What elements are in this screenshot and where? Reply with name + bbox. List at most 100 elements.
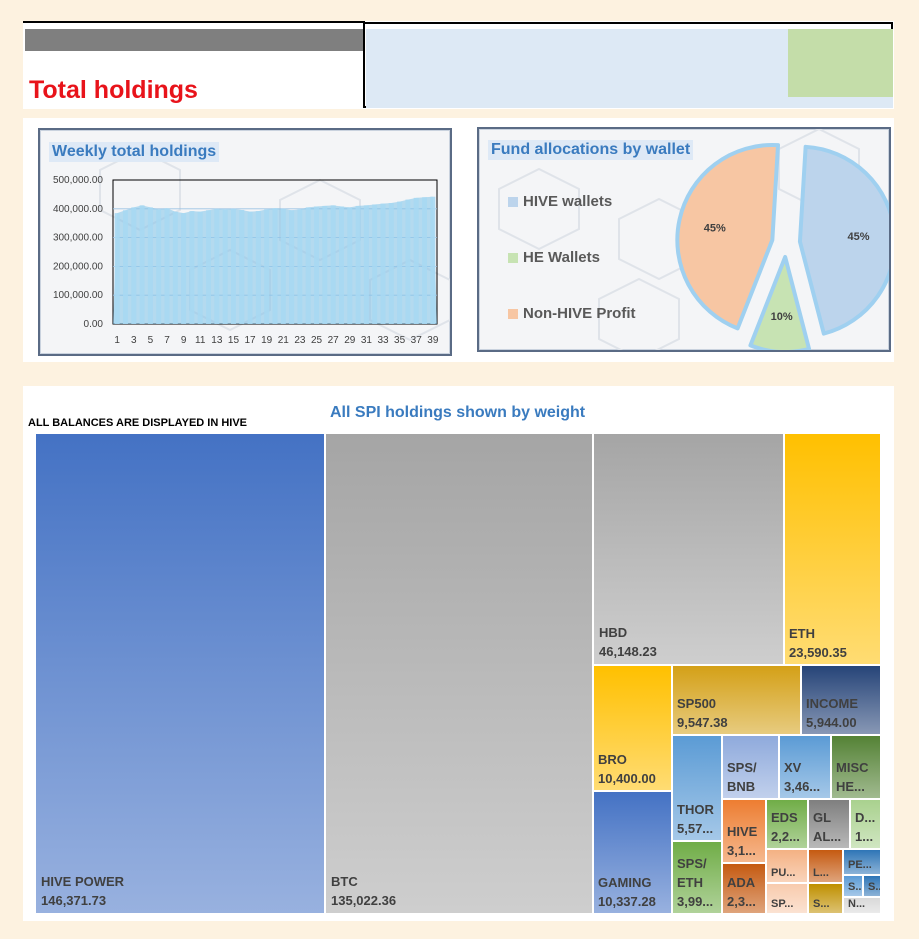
treemap-tile-label: ETH 23,590.35 — [789, 626, 847, 660]
treemap-tile-label: MISC HE... — [836, 760, 869, 794]
treemap-tile[interactable]: BTC 135,022.36 — [325, 433, 593, 914]
x-tick-label: 15 — [228, 335, 240, 346]
treemap-tile[interactable]: GAMING 10,337.28 — [593, 791, 672, 914]
treemap-tile-label: D... 1... — [855, 810, 876, 844]
bar — [206, 210, 212, 324]
bar — [372, 204, 378, 324]
legend-item-hive-wallets: HIVE wallets — [508, 193, 612, 210]
bar — [189, 211, 195, 324]
pie-data-label: 45% — [704, 222, 726, 234]
y-tick-label: 500,000.00 — [53, 175, 103, 186]
bar — [388, 203, 394, 324]
bar — [139, 205, 145, 324]
treemap-tile-label: PU... — [771, 867, 796, 879]
bar — [413, 197, 419, 324]
fund-allocation-card[interactable]: Fund allocations by wallet HIVE wallets … — [477, 127, 891, 352]
bar — [247, 211, 253, 324]
x-tick-label: 9 — [181, 335, 187, 346]
treemap-tile[interactable]: SPS/ ETH 3,99... — [672, 841, 722, 914]
bar — [289, 210, 295, 324]
treemap-tile-label: GAMING 10,337.28 — [598, 875, 656, 909]
treemap-tile[interactable]: PE... — [843, 849, 881, 875]
treemap-tile[interactable]: INCOME 5,944.00 — [801, 665, 881, 735]
bar — [181, 213, 187, 324]
treemap-tile[interactable]: N... — [843, 897, 881, 914]
x-tick-label: 29 — [344, 335, 356, 346]
treemap-tile[interactable]: BRO 10,400.00 — [593, 665, 672, 791]
bar — [197, 211, 203, 324]
treemap-tile[interactable]: S... — [808, 883, 843, 914]
x-tick-label: 21 — [278, 335, 290, 346]
x-tick-label: 27 — [328, 335, 340, 346]
legend-swatch — [508, 309, 518, 320]
treemap-tile[interactable]: XV 3,46... — [779, 735, 831, 799]
weekly-chart-title: Weekly total holdings — [49, 142, 220, 162]
treemap-tile-label: HBD 46,148.23 — [599, 625, 657, 659]
bar — [214, 208, 220, 324]
bar — [380, 203, 386, 324]
legend-item-he-wallets: HE Wallets — [508, 249, 600, 266]
legend-label: HE Wallets — [523, 249, 600, 266]
pie-data-label: 45% — [848, 231, 870, 243]
treemap-tile-label: BRO 10,400.00 — [598, 752, 656, 786]
legend-item-non-hive-profit: Non-HIVE Profit — [508, 305, 636, 322]
bar — [264, 209, 270, 324]
bar — [347, 207, 353, 324]
bar — [272, 208, 278, 324]
treemap-tile[interactable]: EDS 2,2... — [766, 799, 808, 849]
legend-swatch — [508, 253, 518, 264]
bar — [297, 209, 303, 324]
treemap-tile-label: HIVE POWER 146,371.73 — [41, 874, 125, 908]
treemap-tile[interactable]: GL AL... — [808, 799, 850, 849]
fund-chart-title: Fund allocations by wallet — [488, 140, 694, 160]
bar — [114, 213, 120, 324]
treemap-tile[interactable]: PU... — [766, 849, 808, 883]
fund-pie-chart: 45% 10% 45% — [675, 143, 889, 350]
treemap-tile-label: EDS 2,2... — [771, 810, 800, 844]
x-tick-label: 19 — [261, 335, 273, 346]
treemap-tile[interactable]: S... — [863, 875, 881, 897]
bar — [122, 210, 128, 324]
y-tick-label: 0.00 — [84, 319, 104, 330]
treemap-tile[interactable]: HIVE POWER 146,371.73 — [35, 433, 325, 914]
weekly-bar-chart: 0.00 100,000.00 200,000.00 300,000.00 400,00… — [53, 175, 439, 346]
treemap-tile-label: SP500 9,547.38 — [677, 696, 728, 730]
x-tick-label: 1 — [114, 335, 120, 346]
bar — [355, 205, 361, 324]
legend-label: HIVE wallets — [523, 193, 613, 210]
x-tick-label: 11 — [195, 335, 206, 346]
treemap-tile[interactable]: ETH 23,590.35 — [784, 433, 881, 665]
treemap-tile-label: XV 3,46... — [784, 760, 821, 794]
treemap-title: All SPI holdings shown by weight — [330, 404, 586, 421]
bar — [430, 196, 436, 324]
treemap-tile[interactable]: THOR 5,57... — [672, 735, 722, 841]
treemap-tile[interactable]: MISC HE... — [831, 735, 881, 799]
treemap-tile[interactable]: HIVE 3,1... — [722, 799, 766, 863]
weekly-holdings-card[interactable]: Weekly total holdings 0.00 100,000.00 200,… — [38, 128, 452, 356]
treemap-tile[interactable]: D... 1... — [850, 799, 881, 849]
legend-label: Non-HIVE Profit — [523, 305, 636, 322]
x-tick-label: 23 — [294, 335, 306, 346]
treemap-tile[interactable]: SPS/ BNB — [722, 735, 779, 799]
bar — [322, 205, 328, 324]
balances-note: ALL BALANCES ARE DISPLAYED IN HIVE — [28, 417, 248, 429]
treemap-tile[interactable]: SP500 9,547.38 — [672, 665, 801, 735]
treemap-tile[interactable]: SP... — [766, 883, 808, 914]
header-grey-bar — [25, 29, 364, 51]
bar — [405, 199, 411, 324]
treemap-tile[interactable]: HBD 46,148.23 — [593, 433, 784, 665]
bar — [255, 211, 261, 324]
treemap-tile[interactable]: L... — [808, 849, 843, 883]
x-tick-label: 5 — [148, 335, 154, 346]
treemap-tile[interactable]: ADA 2,3... — [722, 863, 766, 914]
pie-slice — [675, 143, 781, 331]
bar — [338, 206, 344, 324]
treemap-tile[interactable]: S... — [843, 875, 863, 897]
bar — [314, 206, 320, 324]
bar — [164, 208, 170, 324]
x-tick-label: 39 — [427, 335, 439, 346]
treemap-tile-label: L... — [813, 867, 829, 879]
y-tick-label: 100,000.00 — [53, 290, 103, 301]
bar — [239, 209, 245, 324]
treemap-tile-label: PE... — [848, 859, 872, 871]
